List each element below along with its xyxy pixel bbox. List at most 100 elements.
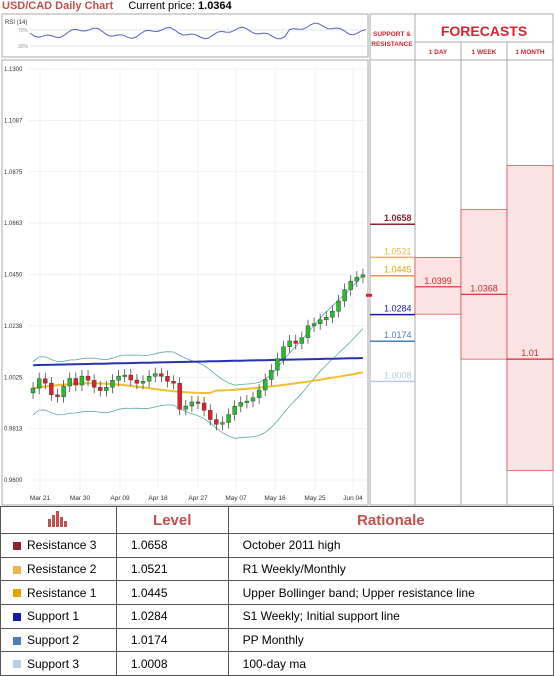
- candle-body: [244, 400, 250, 403]
- level-name: Resistance 2: [27, 561, 97, 576]
- usdcad-chart: RSI (14) 70% 30% 1.1300 1.1087 1.0875 1.066…: [1, 13, 554, 506]
- bar-chart-icon: [48, 511, 68, 527]
- candle-body: [238, 402, 243, 407]
- level-value-cell: 1.0174: [115, 627, 229, 653]
- candle-body: [116, 375, 121, 381]
- candle-body: [330, 311, 335, 318]
- candle-body: [263, 379, 268, 391]
- level-swatch: [13, 636, 21, 645]
- sr-level-label: 1.0174: [384, 330, 412, 340]
- y-tick-label: 1.1087: [4, 118, 23, 124]
- candle-body: [146, 376, 152, 382]
- candle-body: [250, 397, 256, 402]
- y-tick-label: 1.0875: [4, 170, 23, 176]
- sr-level-label: 1.0445: [384, 265, 412, 275]
- level-swatch: [13, 542, 21, 551]
- candle-body: [360, 274, 366, 278]
- rationale-cell: R1 Weekly/Monthly: [227, 556, 554, 582]
- x-tick-label: May 16: [264, 495, 286, 502]
- price-panel: [1, 59, 369, 506]
- candle-body: [67, 378, 72, 387]
- candle-body: [110, 380, 115, 388]
- y-tick-label: 1.1300: [4, 67, 23, 73]
- rationale-cell: PP Monthly: [227, 627, 554, 653]
- level-name: Resistance 3: [27, 538, 97, 553]
- forecast-value-month: 1.01: [521, 348, 539, 358]
- bollinger-lower: [32, 328, 364, 439]
- rationale-cell: S1 Weekly; Initial support line: [227, 603, 554, 629]
- levels-table-header: Level Rationale: [0, 506, 554, 534]
- level-name-cell: Support 3: [0, 651, 117, 676]
- col-1day: 1 DAY: [429, 49, 448, 56]
- candle-body: [299, 337, 305, 344]
- candle-body: [348, 280, 353, 290]
- current-price-label: Current price:: [128, 0, 195, 12]
- level-header: Level: [115, 506, 229, 534]
- level-name-cell: Resistance 1: [0, 580, 117, 605]
- level-value-cell: 1.0008: [115, 651, 229, 676]
- current-price: Current price: 1.0364: [128, 0, 231, 12]
- sr-level-label: 1.0284: [384, 304, 412, 314]
- level-name: Support 1: [27, 609, 80, 624]
- x-tick-label: Jun 04: [343, 495, 363, 502]
- level-name-cell: Resistance 2: [0, 556, 117, 582]
- candle-body: [140, 381, 146, 384]
- candle-body: [214, 419, 219, 425]
- y-tick-label: 1.0663: [4, 221, 23, 227]
- candle-body: [159, 373, 164, 377]
- y-tick-label: 0.9600: [4, 478, 23, 484]
- y-tick-label: 0.9813: [4, 427, 23, 433]
- y-tick-label: 1.0450: [4, 273, 23, 279]
- candle-body: [220, 422, 225, 425]
- level-name-cell: Support 1: [0, 603, 117, 629]
- candle-body: [226, 414, 231, 423]
- candle-body: [79, 375, 85, 386]
- levels-table-row: Resistance 3 1.0658 October 2011 high: [0, 533, 554, 558]
- candle-body: [336, 300, 341, 312]
- candle-body: [153, 373, 158, 377]
- sr-level-label: 1.0521: [384, 246, 412, 256]
- candle-body: [324, 317, 329, 321]
- x-tick-label: Mar 21: [30, 495, 51, 502]
- candle-body: [91, 380, 97, 388]
- level-swatch: [13, 613, 21, 622]
- candle-body: [201, 402, 207, 411]
- x-tick-label: May 25: [304, 495, 326, 502]
- level-swatch: [13, 589, 21, 598]
- candle-body: [183, 405, 188, 410]
- x-tick-label: Mar 30: [70, 495, 91, 502]
- chart-title-bar: USD/CAD Daily Chart Current price: 1.036…: [2, 0, 232, 14]
- x-tick-label: Apr 27: [188, 495, 208, 502]
- level-name-cell: Resistance 3: [0, 533, 117, 558]
- level-swatch: [13, 660, 21, 669]
- level-name: Resistance 1: [27, 585, 97, 600]
- forecast-range-month: [506, 165, 554, 471]
- level-name: Support 3: [27, 656, 80, 671]
- candle-body: [311, 323, 317, 326]
- candle-body: [189, 401, 195, 407]
- sr-level-label: 1.0008: [384, 370, 412, 380]
- table-icon-cell: [0, 506, 117, 534]
- rationale-cell: Upper Bollinger band; Upper resistance l…: [227, 580, 554, 605]
- rationale-cell: October 2011 high: [227, 533, 554, 558]
- forecast-value-day: 1.0399: [424, 276, 452, 286]
- candle-body: [128, 374, 134, 381]
- rationale-cell: 100-day ma: [227, 651, 554, 676]
- candle-body: [165, 376, 170, 382]
- candle-body: [36, 378, 42, 389]
- rsi-line: [29, 22, 367, 40]
- levels-table-row: Support 3 1.0008 100-day ma: [0, 651, 554, 676]
- candlesticks: [30, 268, 366, 431]
- candle-body: [49, 382, 54, 395]
- forecast-range-day: [414, 257, 462, 315]
- forecast-panel: SUPPORT & RESISTANCE FORECASTS 1 DAY 1 W…: [366, 13, 554, 506]
- candle-body: [30, 387, 36, 394]
- candle-body: [61, 385, 66, 397]
- rationale-header: Rationale: [227, 506, 554, 534]
- forecast-value-week: 1.0368: [470, 283, 498, 293]
- candle-body: [195, 401, 201, 404]
- candle-body: [177, 383, 182, 410]
- y-tick-label: 1.0025: [4, 375, 23, 381]
- candle-body: [122, 374, 127, 377]
- x-axis-ticks: Mar 21 Mar 30 Apr 09 Apr 18 Apr 27 May 07 May …: [30, 495, 363, 502]
